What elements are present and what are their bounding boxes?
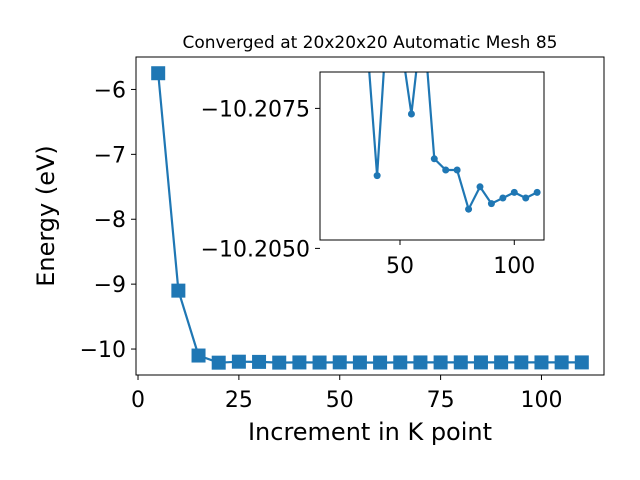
y-tick-label: −10 <box>80 338 126 363</box>
main-data-point <box>151 66 166 81</box>
inset-y-tick-label: −10.2050 <box>201 237 310 262</box>
inset-x-tick-label: 100 <box>493 254 535 279</box>
main-data-point <box>534 355 549 370</box>
inset-x-tick-label: 50 <box>386 254 414 279</box>
main-data-point <box>211 355 226 370</box>
y-tick-label: −7 <box>94 143 126 168</box>
y-tick-label: −6 <box>94 78 126 103</box>
inset-data-point <box>510 188 518 196</box>
main-data-point <box>494 355 509 370</box>
main-plot: 0 25 50 75 100 −10 −9 −8 −7 −6 Increment in K poi… <box>32 56 605 446</box>
main-series-line <box>157 73 582 364</box>
inset-data-point <box>499 194 507 202</box>
inset-y-tick-label: −10.2075 <box>201 97 310 122</box>
inset-frame <box>319 71 545 241</box>
main-data-point <box>473 355 488 370</box>
main-axis-ticks: 0 25 50 75 100 −10 −9 −8 −7 −6 <box>80 78 563 413</box>
main-data-point <box>373 355 388 370</box>
main-data-point <box>554 355 569 370</box>
inset-data-point <box>362 21 369 28</box>
y-tick-label: −9 <box>94 273 126 298</box>
main-data-point <box>312 355 327 370</box>
main-data-point <box>433 355 448 370</box>
inset-data-point <box>442 166 450 174</box>
main-data-point <box>191 348 206 363</box>
x-tick-label: 100 <box>520 388 562 413</box>
y-axis-title: Energy (eV) <box>32 145 60 287</box>
main-data-point <box>231 354 246 369</box>
inset-data-point <box>407 110 415 118</box>
inset-data-point <box>522 194 530 202</box>
x-tick-label: 75 <box>427 388 455 413</box>
inset-series-points <box>362 10 541 213</box>
inset-data-point <box>465 205 473 213</box>
inset-data-point <box>487 200 495 208</box>
main-data-point <box>332 355 347 370</box>
main-data-point <box>453 355 468 370</box>
main-data-point <box>171 283 186 298</box>
inset-data-point <box>373 172 381 180</box>
main-data-point <box>252 354 267 369</box>
inset-data-point <box>476 183 484 191</box>
x-axis-title: Increment in K point <box>248 418 492 446</box>
main-series-points <box>151 66 589 370</box>
main-data-point <box>272 355 287 370</box>
main-data-point <box>352 355 367 370</box>
x-tick-label: 25 <box>225 388 253 413</box>
main-data-point <box>574 355 589 370</box>
main-data-point <box>393 355 408 370</box>
main-data-point <box>292 355 307 370</box>
inset-data-point <box>533 188 541 196</box>
x-tick-label: 50 <box>326 388 354 413</box>
inset-data-point <box>419 10 426 17</box>
main-data-point <box>413 355 428 370</box>
x-tick-label: 0 <box>131 388 145 413</box>
chart-title: Converged at 20x20x20 Automatic Mesh 85 <box>183 33 558 53</box>
inset-background <box>320 72 544 240</box>
inset-data-point <box>453 166 461 174</box>
y-tick-label: −8 <box>94 208 126 233</box>
main-data-point <box>514 355 529 370</box>
inset-series-line <box>368 72 538 213</box>
inset-data-point <box>430 155 438 163</box>
inset-plot: 50 100 −10.2075 −10.2050 <box>201 10 545 279</box>
inset-axis-ticks: 50 100 −10.2075 −10.2050 <box>201 97 536 279</box>
main-plot-frame <box>135 56 605 376</box>
